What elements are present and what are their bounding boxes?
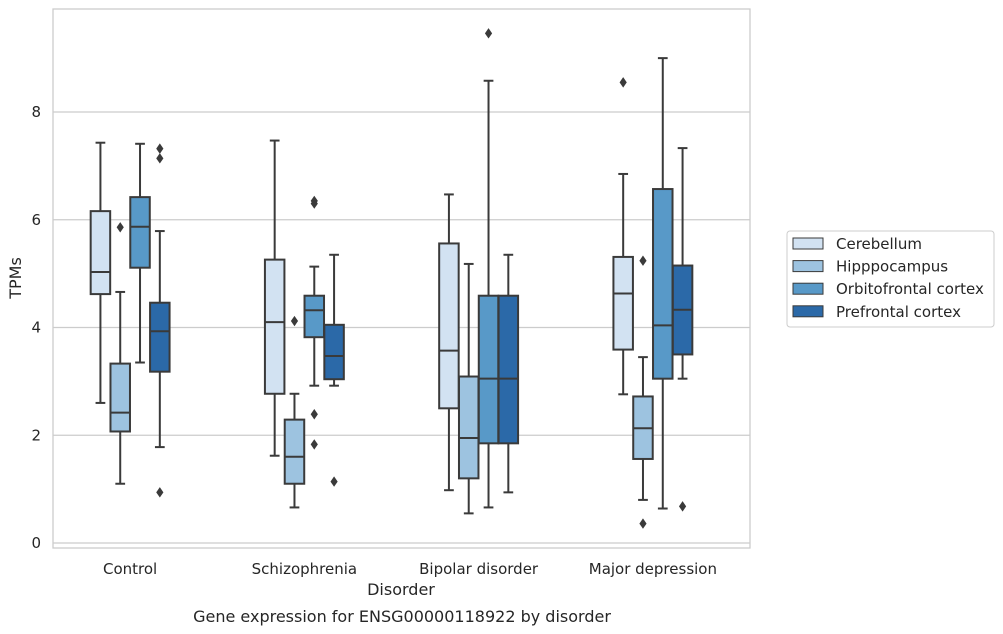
x-tick-label: Bipolar disorder bbox=[419, 560, 539, 578]
iqr-box bbox=[149, 301, 171, 373]
box-cerebellum bbox=[612, 77, 634, 396]
y-tick-label: 2 bbox=[31, 426, 41, 444]
box-prefrontal-cortex bbox=[671, 147, 694, 512]
outlier-point bbox=[156, 143, 164, 154]
y-tick-label: 8 bbox=[31, 103, 41, 121]
iqr-box bbox=[283, 418, 306, 485]
y-tick-label: 0 bbox=[31, 534, 41, 552]
iqr-box bbox=[477, 294, 500, 445]
iqr-box bbox=[263, 258, 286, 395]
x-tick-label: Control bbox=[103, 560, 157, 578]
box-hipppocampus bbox=[457, 262, 480, 515]
box-orbitofrontal-cortex bbox=[129, 142, 151, 364]
y-axis-label: TPMs bbox=[6, 257, 25, 300]
x-axis-label: Disorder bbox=[367, 580, 435, 599]
iqr-box bbox=[323, 323, 345, 381]
box-hipppocampus bbox=[283, 315, 306, 509]
outlier-point bbox=[310, 409, 318, 420]
iqr-box bbox=[129, 196, 151, 269]
box-hipppocampus bbox=[109, 222, 131, 485]
outlier-point bbox=[290, 315, 299, 327]
outlier-point bbox=[310, 195, 318, 207]
x-tick-label: Schizophrenia bbox=[252, 560, 357, 578]
legend-swatch bbox=[792, 237, 824, 250]
outlier-point bbox=[156, 153, 164, 164]
legend-frame bbox=[786, 230, 995, 328]
iqr-box bbox=[652, 188, 674, 380]
y-tick-labels: 0 2 4 6 8 bbox=[31, 103, 41, 552]
iqr-box bbox=[303, 294, 326, 339]
legend-label: Hipppocampus bbox=[836, 258, 948, 276]
iqr-box bbox=[109, 362, 131, 433]
iqr-box bbox=[89, 210, 112, 296]
box-prefrontal-cortex bbox=[323, 253, 345, 487]
box-prefrontal-cortex bbox=[149, 143, 171, 498]
boxes-layer bbox=[89, 28, 694, 529]
x-tick-labels: Control Schizophrenia Bipolar disorder Majo… bbox=[103, 560, 717, 578]
outlier-point bbox=[484, 28, 493, 39]
outlier-point bbox=[310, 439, 318, 450]
legend: Cerebellum Hipppocampus Orbitofrontal cort… bbox=[786, 230, 995, 328]
legend-label: Cerebellum bbox=[836, 235, 922, 253]
legend-label: Prefrontal cortex bbox=[836, 303, 961, 321]
box-prefrontal-cortex bbox=[497, 253, 520, 494]
legend-label: Orbitofrontal cortex bbox=[836, 280, 984, 298]
box-cerebellum bbox=[263, 139, 286, 457]
outlier-point bbox=[619, 77, 627, 88]
legend-swatch bbox=[792, 305, 824, 318]
box-orbitofrontal-cortex bbox=[652, 57, 674, 510]
outlier-point bbox=[330, 476, 338, 487]
x-tick-label: Major depression bbox=[589, 560, 717, 578]
outlier-point bbox=[156, 487, 164, 498]
box-cerebellum bbox=[438, 193, 460, 492]
outlier-point bbox=[639, 518, 647, 529]
iqr-box bbox=[497, 294, 520, 445]
y-tick-label: 4 bbox=[31, 319, 41, 337]
legend-swatch bbox=[792, 282, 824, 295]
box-orbitofrontal-cortex bbox=[477, 28, 500, 509]
outlier-point bbox=[639, 255, 647, 266]
plot-frame bbox=[52, 8, 751, 549]
box-cerebellum bbox=[89, 141, 112, 404]
outlier-point bbox=[116, 222, 124, 233]
iqr-box bbox=[438, 242, 460, 410]
chart-caption: Gene expression for ENSG00000118922 by d… bbox=[193, 607, 611, 626]
outlier-point bbox=[678, 501, 687, 512]
legend-swatch bbox=[792, 260, 824, 273]
iqr-box bbox=[457, 375, 480, 480]
box-hipppocampus bbox=[632, 255, 654, 529]
y-tick-label: 6 bbox=[31, 211, 41, 229]
box-orbitofrontal-cortex bbox=[303, 195, 326, 450]
iqr-box bbox=[612, 255, 634, 351]
